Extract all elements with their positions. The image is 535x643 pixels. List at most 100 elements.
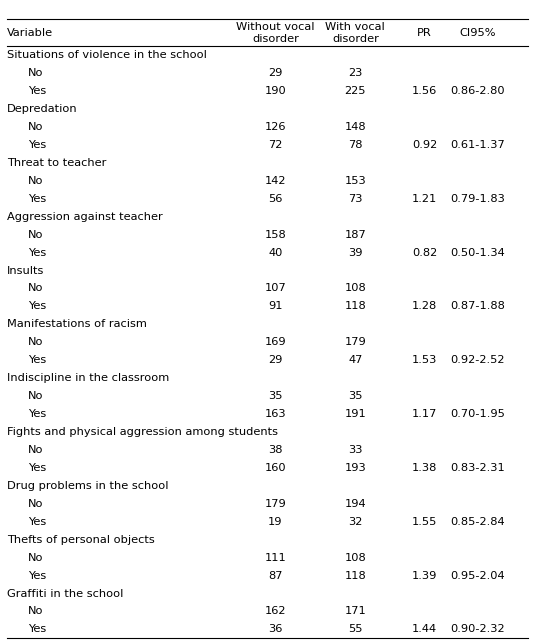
Text: 162: 162: [265, 606, 286, 617]
Text: 153: 153: [345, 176, 366, 186]
Text: Yes: Yes: [28, 570, 46, 581]
Text: Fights and physical aggression among students: Fights and physical aggression among stu…: [7, 427, 278, 437]
Text: 0.87-1.88: 0.87-1.88: [450, 302, 505, 311]
Text: 38: 38: [268, 445, 282, 455]
Text: Yes: Yes: [28, 463, 46, 473]
Text: 0.92-2.52: 0.92-2.52: [450, 355, 505, 365]
Text: 0.92: 0.92: [412, 140, 437, 150]
Text: Depredation: Depredation: [7, 104, 78, 114]
Text: Without vocal
disorder: Without vocal disorder: [236, 22, 315, 44]
Text: Indiscipline in the classroom: Indiscipline in the classroom: [7, 373, 169, 383]
Text: 1.21: 1.21: [412, 194, 437, 204]
Text: CI95%: CI95%: [460, 28, 496, 38]
Text: 0.82: 0.82: [412, 248, 437, 258]
Text: 91: 91: [268, 302, 282, 311]
Text: Thefts of personal objects: Thefts of personal objects: [7, 535, 155, 545]
Text: 1.28: 1.28: [412, 302, 437, 311]
Text: 1.44: 1.44: [412, 624, 437, 635]
Text: 0.79-1.83: 0.79-1.83: [450, 194, 505, 204]
Text: Yes: Yes: [28, 194, 46, 204]
Text: 194: 194: [345, 499, 366, 509]
Text: 171: 171: [345, 606, 366, 617]
Text: Situations of violence in the school: Situations of violence in the school: [7, 50, 207, 60]
Text: 142: 142: [265, 176, 286, 186]
Text: 55: 55: [348, 624, 363, 635]
Text: No: No: [28, 122, 43, 132]
Text: 118: 118: [345, 570, 366, 581]
Text: 0.50-1.34: 0.50-1.34: [450, 248, 505, 258]
Text: With vocal
disorder: With vocal disorder: [325, 22, 385, 44]
Text: Yes: Yes: [28, 302, 46, 311]
Text: Yes: Yes: [28, 624, 46, 635]
Text: 35: 35: [348, 391, 363, 401]
Text: 118: 118: [345, 302, 366, 311]
Text: 1.55: 1.55: [412, 517, 437, 527]
Text: 0.85-2.84: 0.85-2.84: [450, 517, 505, 527]
Text: Yes: Yes: [28, 409, 46, 419]
Text: No: No: [28, 552, 43, 563]
Text: 179: 179: [345, 338, 366, 347]
Text: 1.56: 1.56: [412, 86, 437, 96]
Text: 190: 190: [265, 86, 286, 96]
Text: 33: 33: [348, 445, 363, 455]
Text: Yes: Yes: [28, 517, 46, 527]
Text: 1.39: 1.39: [412, 570, 437, 581]
Text: No: No: [28, 499, 43, 509]
Text: No: No: [28, 338, 43, 347]
Text: No: No: [28, 606, 43, 617]
Text: 187: 187: [345, 230, 366, 240]
Text: 0.83-2.31: 0.83-2.31: [450, 463, 505, 473]
Text: 179: 179: [265, 499, 286, 509]
Text: Yes: Yes: [28, 355, 46, 365]
Text: 148: 148: [345, 122, 366, 132]
Text: 32: 32: [348, 517, 363, 527]
Text: 193: 193: [345, 463, 366, 473]
Text: No: No: [28, 68, 43, 78]
Text: 1.38: 1.38: [412, 463, 437, 473]
Text: 163: 163: [265, 409, 286, 419]
Text: 39: 39: [348, 248, 363, 258]
Text: Graffiti in the school: Graffiti in the school: [7, 588, 123, 599]
Text: Yes: Yes: [28, 140, 46, 150]
Text: 40: 40: [268, 248, 282, 258]
Text: 47: 47: [348, 355, 363, 365]
Text: 56: 56: [268, 194, 282, 204]
Text: 111: 111: [265, 552, 286, 563]
Text: 1.53: 1.53: [412, 355, 437, 365]
Text: 72: 72: [268, 140, 282, 150]
Text: Insults: Insults: [7, 266, 44, 275]
Text: 87: 87: [268, 570, 282, 581]
Text: 23: 23: [348, 68, 363, 78]
Text: 0.95-2.04: 0.95-2.04: [450, 570, 505, 581]
Text: Threat to teacher: Threat to teacher: [7, 158, 106, 168]
Text: 29: 29: [268, 355, 282, 365]
Text: Drug problems in the school: Drug problems in the school: [7, 481, 168, 491]
Text: 107: 107: [265, 284, 286, 293]
Text: 225: 225: [345, 86, 366, 96]
Text: 78: 78: [348, 140, 363, 150]
Text: No: No: [28, 445, 43, 455]
Text: 73: 73: [348, 194, 363, 204]
Text: 0.86-2.80: 0.86-2.80: [450, 86, 505, 96]
Text: 158: 158: [265, 230, 286, 240]
Text: PR: PR: [417, 28, 432, 38]
Text: No: No: [28, 176, 43, 186]
Text: No: No: [28, 284, 43, 293]
Text: 108: 108: [345, 552, 366, 563]
Text: Variable: Variable: [7, 28, 53, 38]
Text: 0.61-1.37: 0.61-1.37: [450, 140, 505, 150]
Text: 126: 126: [265, 122, 286, 132]
Text: 35: 35: [268, 391, 282, 401]
Text: 36: 36: [268, 624, 282, 635]
Text: 160: 160: [265, 463, 286, 473]
Text: Manifestations of racism: Manifestations of racism: [7, 320, 147, 329]
Text: 169: 169: [265, 338, 286, 347]
Text: 108: 108: [345, 284, 366, 293]
Text: 1.17: 1.17: [412, 409, 437, 419]
Text: 29: 29: [268, 68, 282, 78]
Text: Yes: Yes: [28, 86, 46, 96]
Text: 191: 191: [345, 409, 366, 419]
Text: Aggression against teacher: Aggression against teacher: [7, 212, 163, 222]
Text: 0.70-1.95: 0.70-1.95: [450, 409, 505, 419]
Text: No: No: [28, 230, 43, 240]
